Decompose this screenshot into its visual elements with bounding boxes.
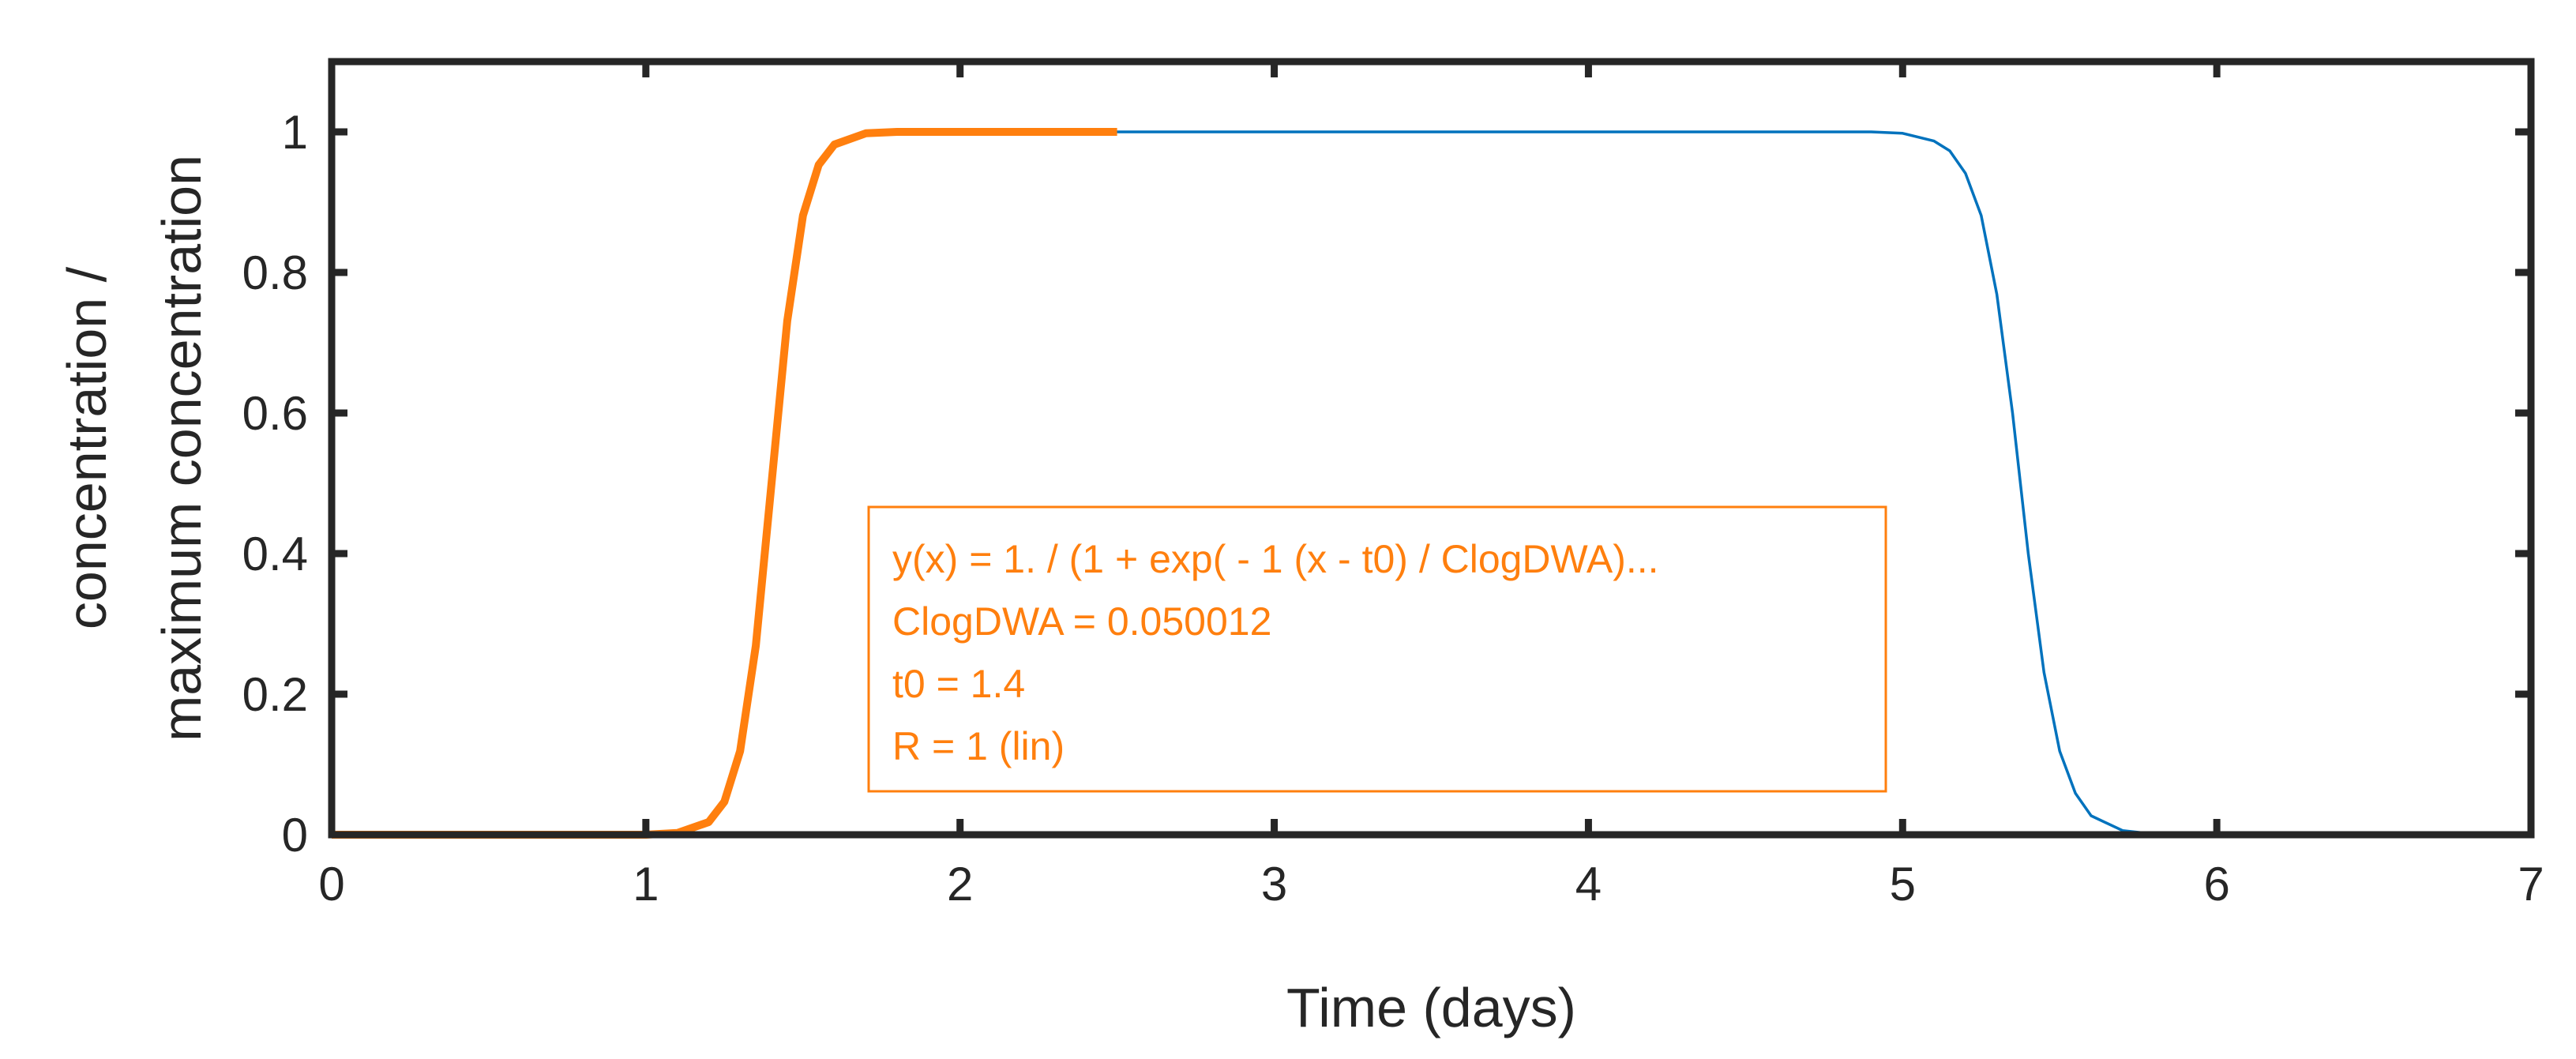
y-tick-label: 1 bbox=[282, 106, 308, 159]
x-tick-label: 0 bbox=[318, 858, 344, 911]
y-tick-label: 0 bbox=[282, 809, 308, 862]
annotation-border bbox=[867, 505, 1887, 793]
x-tick-label: 1 bbox=[633, 858, 659, 911]
y-tick-label: 0.6 bbox=[242, 387, 308, 440]
x-tick-label: 7 bbox=[2518, 858, 2544, 911]
ticks-layer: 0 1 2 3 4 5 6 7 0 0.2 0.4 0.6 0.8 1 bbox=[242, 62, 2544, 911]
y-tick-label: 0.8 bbox=[242, 246, 308, 299]
series-line-2 bbox=[332, 128, 1117, 839]
x-axis-label: Time (days) bbox=[1286, 977, 1576, 1038]
plot-frame bbox=[328, 58, 2535, 839]
x-tick-label: 2 bbox=[947, 858, 973, 911]
annotation-line-equation: y(x) = 1. / (1 + exp( - 1 (x - t0) / Clo… bbox=[892, 537, 1659, 581]
fit-annotation-box: y(x) = 1. / (1 + exp( - 1 (x - t0) / Clo… bbox=[867, 505, 1887, 793]
annotation-line-t0: t0 = 1.4 bbox=[892, 662, 1025, 706]
x-tick-label: 3 bbox=[1261, 858, 1287, 911]
annotation-line-r: R = 1 (lin) bbox=[892, 724, 1065, 768]
annotation-line-clogdwa: ClogDWA = 0.050012 bbox=[892, 599, 1271, 644]
series-layer bbox=[332, 128, 2531, 839]
y-axis-label-line-1: concentration / bbox=[56, 266, 118, 629]
x-tick-label: 4 bbox=[1575, 858, 1602, 911]
y-axis-label: concentration / maximum concentration bbox=[56, 155, 212, 742]
x-tick-label: 5 bbox=[1890, 858, 1916, 911]
y-tick-label: 0.4 bbox=[242, 528, 308, 580]
y-axis-label-line-2: maximum concentration bbox=[151, 155, 212, 742]
y-tick-label: 0.2 bbox=[242, 668, 308, 721]
x-tick-label: 6 bbox=[2203, 858, 2229, 911]
